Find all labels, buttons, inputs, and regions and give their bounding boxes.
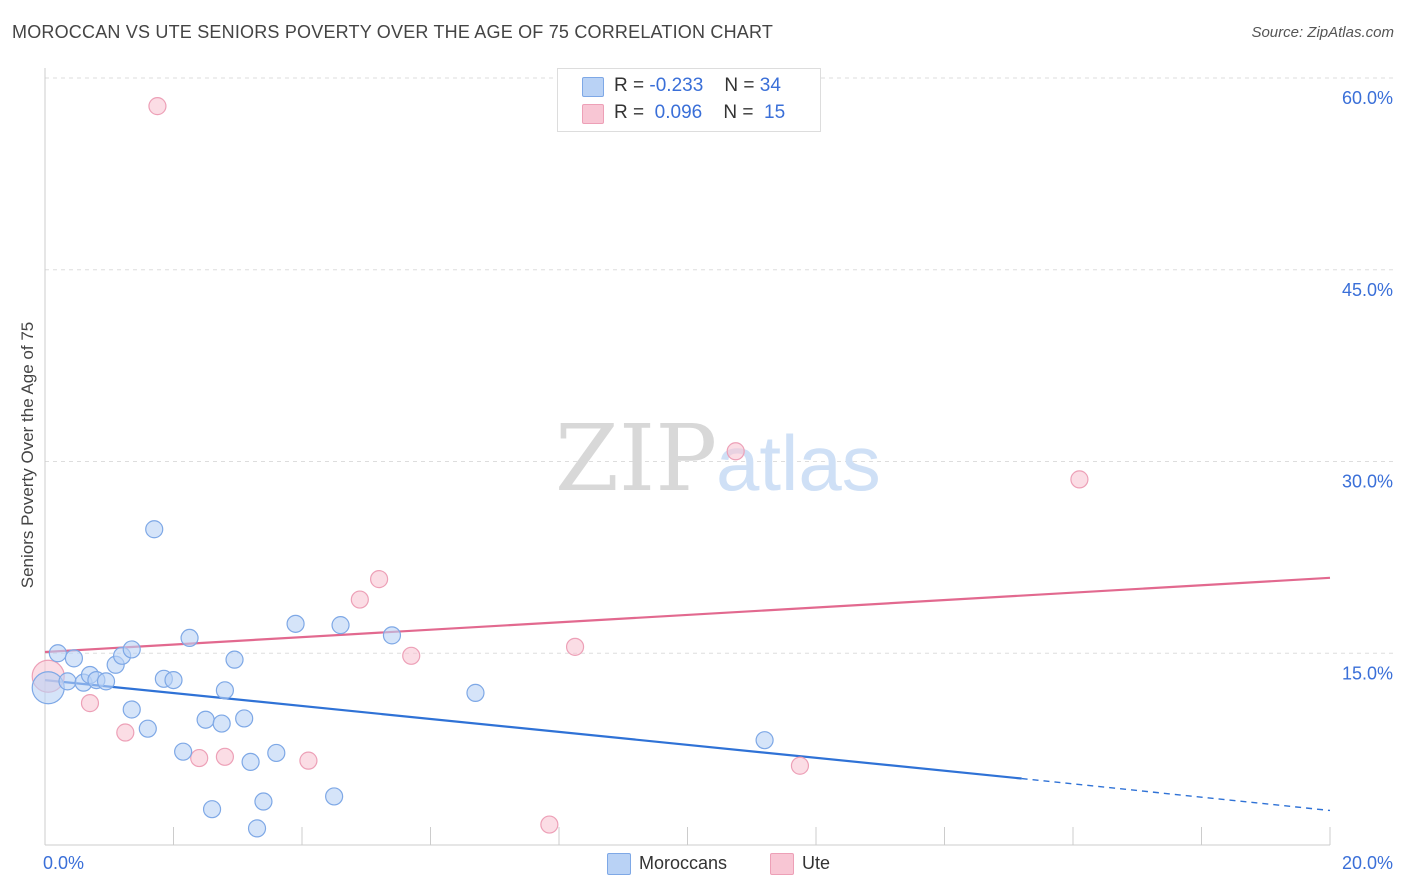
point-moroccans <box>202 800 222 819</box>
ute-legend-swatch <box>770 853 794 875</box>
point-moroccans <box>286 614 305 633</box>
point-ute <box>299 751 318 770</box>
r-label: R = <box>614 102 645 123</box>
point-moroccans <box>96 672 116 691</box>
point-ute <box>116 723 135 742</box>
point-ute <box>565 637 585 656</box>
point-moroccans <box>241 752 260 772</box>
r-value-ute: 0.096 <box>654 102 703 123</box>
chart-title: MOROCCAN VS UTE SENIORS POVERTY OVER THE… <box>12 22 774 42</box>
point-ute <box>148 97 167 116</box>
point-moroccans <box>122 640 141 659</box>
point-moroccans <box>58 672 77 691</box>
legend-label-moroccans: Moroccans <box>639 853 728 873</box>
point-ute <box>1070 470 1089 489</box>
point-moroccans <box>196 710 215 729</box>
point-ute <box>215 747 234 766</box>
point-ute <box>790 756 810 775</box>
watermark-zip: ZIP <box>555 405 717 512</box>
point-moroccans <box>466 683 485 702</box>
point-moroccans <box>254 792 273 811</box>
x-tick-label: 0.0% <box>43 853 84 873</box>
legend-label-ute: Ute <box>802 853 831 873</box>
point-moroccans <box>145 520 164 539</box>
point-moroccans <box>180 628 199 648</box>
y-tick-label: 45.0% <box>1342 280 1393 300</box>
point-moroccans <box>755 731 774 750</box>
point-moroccans <box>247 819 267 838</box>
point-ute <box>80 694 100 713</box>
n-label: N = <box>724 75 755 96</box>
axes <box>44 68 1331 846</box>
point-moroccans <box>235 709 254 728</box>
watermark-atlas: atlas <box>716 419 881 507</box>
y-tick-label: 15.0% <box>1342 663 1393 683</box>
y-axis-label: Seniors Poverty Over the Age of 75 <box>18 321 37 589</box>
point-moroccans <box>212 714 231 733</box>
watermark: ZIP atlas <box>555 405 881 512</box>
stats-legend: R = -0.233 N = 34 R = 0.096 N = 15 <box>557 68 821 132</box>
point-moroccans <box>64 649 84 668</box>
r-label: R = <box>614 75 645 96</box>
point-moroccans <box>122 700 141 719</box>
trend-line-moroccans <box>44 679 1022 780</box>
y-tick-label: 30.0% <box>1342 472 1393 492</box>
point-moroccans <box>174 742 193 761</box>
point-ute <box>350 590 369 609</box>
n-value-moroccans: 34 <box>759 75 781 96</box>
source-label: Source: ZipAtlas.com <box>1251 24 1394 41</box>
r-value-moroccans: -0.233 <box>649 75 704 96</box>
n-label: N = <box>723 102 754 123</box>
point-ute <box>726 442 745 461</box>
moroccans-legend-swatch <box>607 853 631 875</box>
point-moroccans <box>138 719 157 738</box>
x-tick-label: 20.0% <box>1342 853 1393 873</box>
data-points <box>31 97 1089 838</box>
point-ute <box>370 570 389 589</box>
n-value-ute: 15 <box>764 102 786 123</box>
point-moroccans <box>225 650 244 669</box>
point-ute <box>402 646 421 665</box>
ute-swatch <box>582 104 604 124</box>
point-moroccans <box>382 626 402 645</box>
trend-lines <box>44 576 1331 812</box>
point-moroccans <box>164 670 183 690</box>
tick-labels: 15.0% 30.0% 45.0% 60.0% 0.0% 20.0% <box>43 88 1393 873</box>
trend-line-extension <box>1021 777 1331 812</box>
y-tick-label: 60.0% <box>1342 88 1393 108</box>
point-moroccans <box>331 616 350 635</box>
point-moroccans <box>48 644 67 663</box>
point-moroccans <box>325 787 344 806</box>
grid-lines <box>45 77 1394 654</box>
point-moroccans <box>267 743 286 763</box>
point-moroccans <box>31 671 65 705</box>
moroccans-swatch <box>582 77 604 97</box>
trend-line-ute <box>44 576 1331 654</box>
point-ute <box>540 815 559 834</box>
point-moroccans <box>215 681 234 700</box>
point-ute <box>190 748 209 768</box>
